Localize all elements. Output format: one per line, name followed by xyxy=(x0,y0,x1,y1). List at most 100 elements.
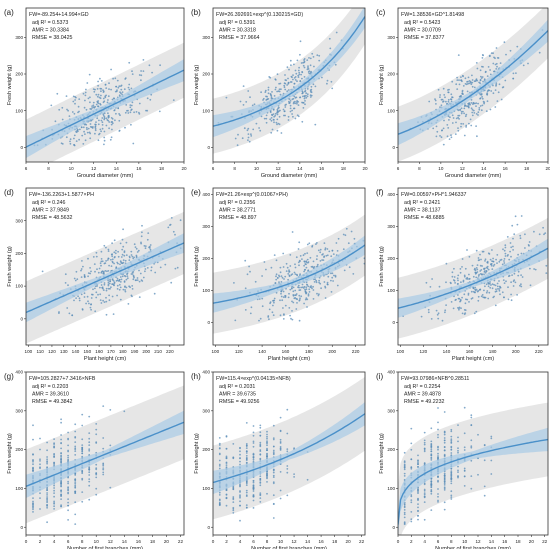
x-tick-label: 16 xyxy=(502,539,508,544)
data-point xyxy=(298,286,300,289)
data-point xyxy=(293,473,295,475)
data-point xyxy=(250,306,253,309)
data-point xyxy=(39,492,41,495)
data-point xyxy=(274,282,277,284)
panel-label: (d) xyxy=(4,188,14,197)
data-point xyxy=(305,92,308,95)
data-point xyxy=(450,435,453,438)
data-point xyxy=(493,56,495,59)
data-point xyxy=(106,101,109,104)
data-point xyxy=(471,85,474,88)
data-point xyxy=(454,133,457,136)
data-point xyxy=(60,142,63,145)
data-point xyxy=(494,304,497,307)
data-point xyxy=(524,247,526,249)
fit-statistic: adj R² = 0.2254 xyxy=(404,384,440,390)
data-point xyxy=(103,118,106,121)
data-point xyxy=(108,264,110,267)
data-point xyxy=(278,82,280,85)
fit-statistic: AMR = 38.2771 xyxy=(219,208,256,214)
data-point xyxy=(279,489,282,492)
data-point xyxy=(417,492,419,494)
data-point xyxy=(305,266,308,269)
data-point xyxy=(470,475,473,477)
data-point xyxy=(53,492,55,494)
data-point xyxy=(146,97,149,100)
y-tick-label: 300 xyxy=(202,224,210,229)
data-point xyxy=(332,253,335,256)
data-point xyxy=(266,470,268,473)
data-point xyxy=(81,452,84,455)
data-point xyxy=(461,92,464,95)
data-point xyxy=(300,73,302,76)
data-point xyxy=(245,504,248,506)
data-point xyxy=(483,271,486,273)
fit-equation: FW=-89.254+14.994×GD xyxy=(29,12,89,18)
data-point xyxy=(140,79,142,82)
data-point xyxy=(423,443,426,446)
data-point xyxy=(107,112,109,115)
data-point xyxy=(91,107,94,109)
data-point xyxy=(297,100,299,103)
data-point xyxy=(271,311,274,314)
data-point xyxy=(437,428,439,431)
data-point xyxy=(105,87,108,89)
data-point xyxy=(259,492,262,494)
data-point xyxy=(498,260,501,263)
data-point xyxy=(512,285,515,287)
x-tick-label: 6 xyxy=(67,539,70,544)
data-point xyxy=(133,243,136,246)
data-point xyxy=(100,130,102,133)
data-point xyxy=(280,292,282,295)
data-point xyxy=(324,285,326,288)
data-point xyxy=(110,123,113,126)
x-tick-label: 14 xyxy=(305,539,311,544)
x-tick-label: 4 xyxy=(53,539,56,544)
data-point xyxy=(121,248,124,251)
data-point xyxy=(266,95,268,98)
data-point xyxy=(111,98,114,101)
data-point xyxy=(498,289,501,292)
data-point xyxy=(283,114,285,117)
data-point xyxy=(476,268,479,271)
data-point xyxy=(304,89,307,92)
data-point xyxy=(542,226,544,229)
data-point xyxy=(150,93,153,96)
data-point xyxy=(490,90,493,92)
data-point xyxy=(462,85,465,87)
data-point xyxy=(67,284,69,287)
data-point xyxy=(103,282,106,284)
data-point xyxy=(471,81,474,84)
data-point xyxy=(252,495,255,497)
data-point xyxy=(457,424,459,426)
data-point xyxy=(53,445,55,448)
x-tick-label: 100 xyxy=(212,349,220,354)
data-point xyxy=(350,230,353,233)
data-point xyxy=(295,256,298,259)
data-point xyxy=(266,473,268,475)
data-point xyxy=(430,448,433,451)
data-point xyxy=(309,94,312,97)
data-point xyxy=(123,88,126,91)
data-point xyxy=(85,108,88,111)
data-point xyxy=(315,281,318,284)
data-point xyxy=(245,458,248,461)
data-point xyxy=(244,259,247,262)
data-point xyxy=(316,292,318,295)
data-point xyxy=(465,124,468,127)
data-point xyxy=(410,501,413,504)
x-tick-label: 16 xyxy=(136,166,142,171)
data-point xyxy=(109,444,112,447)
data-point xyxy=(496,262,498,264)
panel-e: 100 120 140 160 180 200 2200100200300400Plant … xyxy=(191,187,366,362)
data-point xyxy=(82,143,85,145)
data-point xyxy=(132,142,135,145)
data-point xyxy=(450,136,453,139)
x-tick-label: 22 xyxy=(542,539,548,544)
data-point xyxy=(245,450,248,453)
data-point xyxy=(128,259,131,261)
data-point xyxy=(435,103,437,105)
data-point xyxy=(32,460,34,463)
data-point xyxy=(528,241,531,243)
data-point xyxy=(267,86,270,89)
